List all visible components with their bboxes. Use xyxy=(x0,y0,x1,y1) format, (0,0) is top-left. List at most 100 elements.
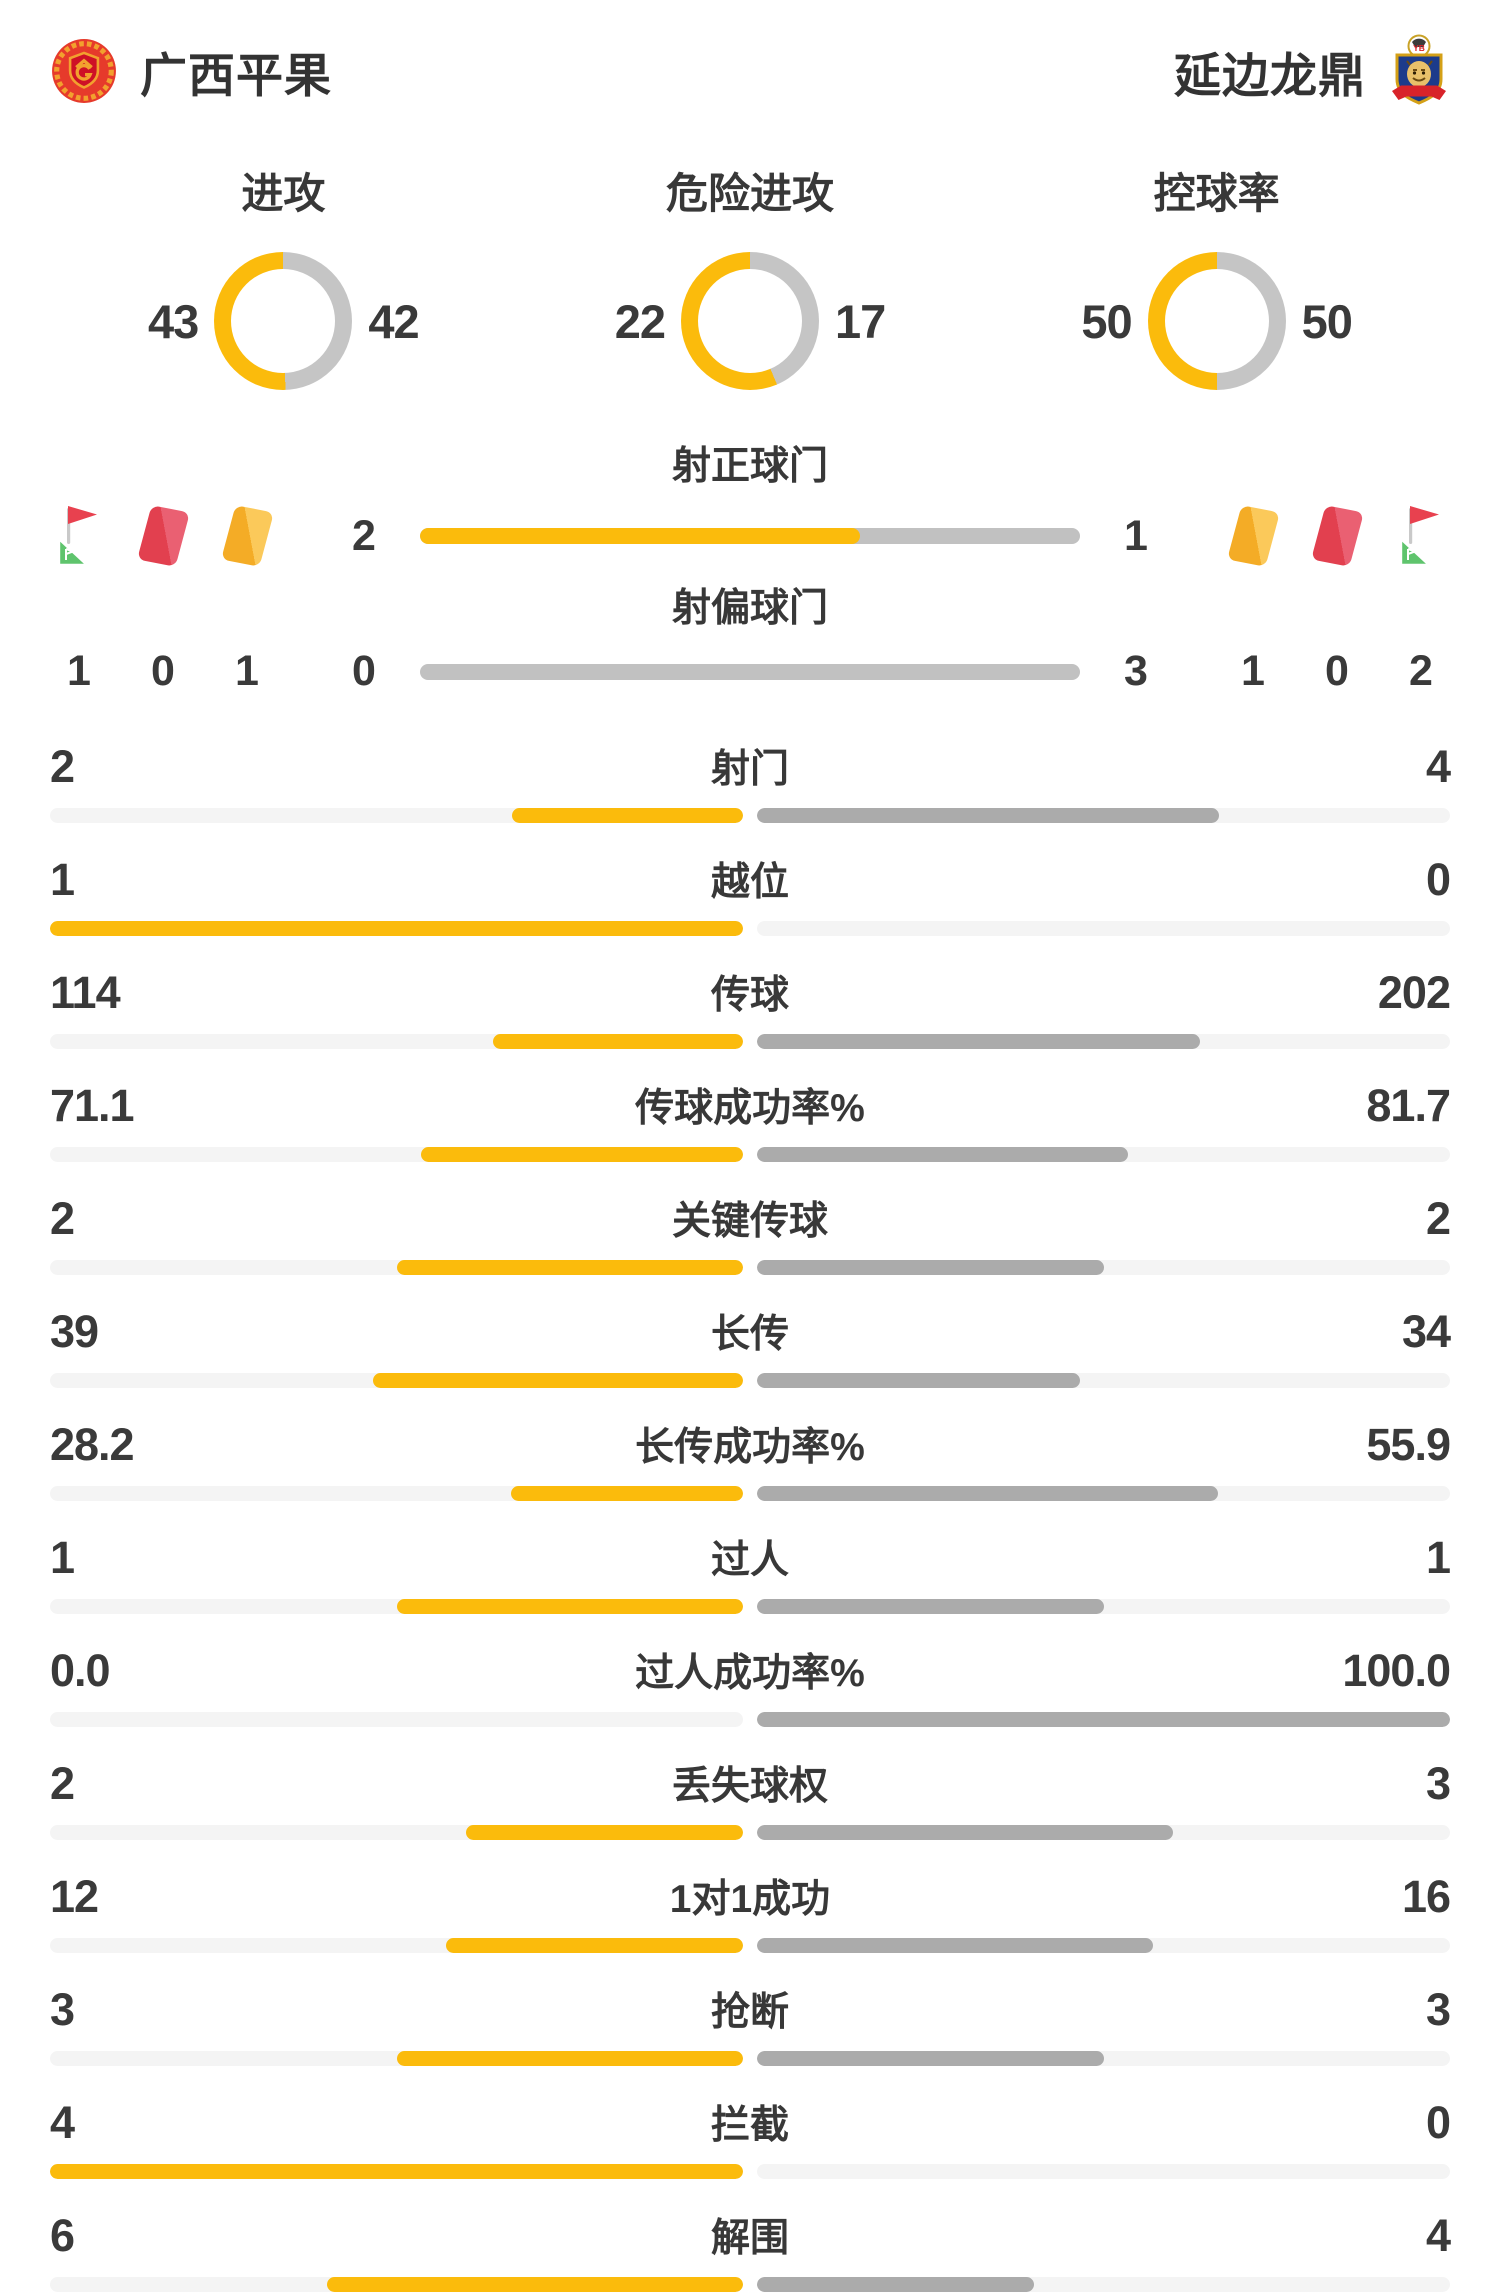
stat-bar-away xyxy=(757,1486,1450,1501)
stat-bar-home xyxy=(50,1147,743,1162)
stat-away-value: 4 xyxy=(1425,741,1451,792)
possession-title: 控球率 xyxy=(1153,170,1280,217)
stat-away-value: 0 xyxy=(1425,854,1451,905)
attacks-title: 进攻 xyxy=(241,170,326,217)
home-team-badge-icon xyxy=(50,37,118,105)
stat-away-value: 1 xyxy=(1425,1532,1451,1583)
shots-off-target-bar xyxy=(420,663,1080,680)
dangerous-attacks-donut-chart xyxy=(681,252,819,390)
stat-away-value: 3 xyxy=(1425,1984,1451,2035)
stat-bar-away xyxy=(757,1938,1450,1953)
stat-away-value: 3 xyxy=(1425,1758,1451,1809)
stat-row: 2 丢失球权 3 xyxy=(50,1755,1451,1840)
shots-on-target-home-value: 2 xyxy=(352,511,376,560)
match-stats-page: 广西平果 延边龙鼎 YB 进攻 43 xyxy=(50,0,1451,2292)
stat-label: 传球成功率% xyxy=(635,1087,865,1130)
stat-bar-away xyxy=(757,921,1450,936)
stat-bar-away xyxy=(757,1599,1450,1614)
stat-row: 1 越位 0 xyxy=(50,851,1451,936)
stat-away-value: 34 xyxy=(1401,1306,1451,1357)
stat-row: 2 射门 4 xyxy=(50,738,1451,823)
corner-flag-icon xyxy=(1392,505,1450,567)
stat-home-value: 4 xyxy=(50,2097,75,2148)
stats-list: 2 射门 4 1 越位 0 114 传球 xyxy=(50,738,1451,2292)
home-discipline-icons xyxy=(50,505,308,567)
stat-away-value: 81.7 xyxy=(1366,1080,1451,1131)
stat-away-value: 55.9 xyxy=(1366,1419,1451,1470)
yellow-card-icon xyxy=(218,505,276,567)
home-team-name: 广西平果 xyxy=(140,48,332,102)
attacks-donut-chart xyxy=(214,252,353,390)
stat-home-value: 1 xyxy=(50,854,75,905)
home-corner-count: 1 xyxy=(67,647,91,695)
stat-home-value: 6 xyxy=(50,2210,75,2261)
possession-home-value: 50 xyxy=(1081,294,1132,348)
stat-label: 1对1成功 xyxy=(669,1878,831,1921)
stat-bar-home xyxy=(50,2277,743,2292)
attacks-home-value: 43 xyxy=(148,294,199,348)
stat-label: 过人 xyxy=(710,1539,789,1582)
stat-label: 解围 xyxy=(710,2217,789,2260)
stat-bar-home xyxy=(50,1260,743,1275)
stat-row: 114 传球 202 xyxy=(50,964,1451,1049)
away-team: 延边龙鼎 YB xyxy=(1174,34,1450,108)
away-red-card-count: 0 xyxy=(1325,647,1349,695)
stat-label: 射门 xyxy=(710,748,789,791)
svg-text:YB: YB xyxy=(1413,43,1425,53)
dangerous-attacks-home-value: 22 xyxy=(614,294,666,348)
stat-row: 4 拦截 0 xyxy=(50,2094,1451,2179)
stat-row: 12 1对1成功 16 xyxy=(50,1868,1451,1953)
possession-donut-chart xyxy=(1147,252,1286,390)
stat-home-value: 114 xyxy=(50,967,121,1018)
red-card-icon xyxy=(134,505,192,567)
stat-bar-home xyxy=(50,1599,743,1614)
stat-label: 抢断 xyxy=(710,1991,789,2034)
attacks-away-value: 42 xyxy=(368,294,419,348)
stat-bar-home xyxy=(50,1034,743,1049)
stat-away-value: 2 xyxy=(1425,1193,1451,1244)
overview-charts: 进攻 43 42 危险进攻 22 17 控球率 50 50 xyxy=(50,160,1450,391)
stat-away-value: 100.0 xyxy=(1342,1645,1451,1696)
dangerous-attacks-away-value: 17 xyxy=(835,294,886,348)
away-team-name: 延边龙鼎 xyxy=(1174,48,1366,102)
shots-on-target-bar xyxy=(420,528,1080,544)
home-discipline-counts: 1 0 1 xyxy=(50,647,308,696)
shots-off-target-row: 1 0 1 0 3 1 0 2 xyxy=(50,647,1450,696)
stat-label: 长传成功率% xyxy=(635,1426,865,1469)
shots-on-target-row: 2 1 xyxy=(50,505,1450,567)
stat-label: 传球 xyxy=(710,974,789,1017)
stat-label: 长传 xyxy=(710,1313,789,1356)
stat-row: 3 抢断 3 xyxy=(50,1981,1451,2066)
stat-label: 丢失球权 xyxy=(671,1765,828,1808)
header: 广西平果 延边龙鼎 YB xyxy=(50,0,1450,108)
shots-off-target-home-value: 0 xyxy=(352,647,376,695)
stat-home-value: 3 xyxy=(50,1984,75,2035)
stat-row: 28.2 长传成功率% 55.9 xyxy=(50,1416,1451,1501)
stat-home-value: 12 xyxy=(50,1871,99,1922)
dangerous-attacks-title: 危险进攻 xyxy=(666,170,835,217)
shots-section: 射正球门 2 1 xyxy=(50,435,1450,696)
shots-off-target-title: 射偏球门 xyxy=(671,587,828,630)
shots-on-target-away-value: 1 xyxy=(1124,511,1148,560)
possession-away-value: 50 xyxy=(1301,294,1353,348)
stat-away-value: 0 xyxy=(1425,2097,1451,2148)
stat-away-value: 202 xyxy=(1377,967,1451,1018)
away-corner-count: 2 xyxy=(1409,647,1433,695)
stat-bar-away xyxy=(757,2051,1450,2066)
home-team: 广西平果 xyxy=(50,37,332,106)
stat-home-value: 1 xyxy=(50,1532,75,1583)
stat-bar-home xyxy=(50,1712,743,1727)
stat-home-value: 28.2 xyxy=(50,1419,135,1470)
stat-bar-away xyxy=(757,2164,1450,2179)
away-team-badge-icon: YB xyxy=(1388,34,1450,108)
stat-row: 6 解围 4 xyxy=(50,2207,1451,2292)
home-red-card-count: 0 xyxy=(151,647,175,695)
stat-bar-away xyxy=(757,1034,1450,1049)
stat-label: 关键传球 xyxy=(671,1200,828,1243)
away-discipline-counts: 1 0 2 xyxy=(1192,647,1450,696)
stat-bar-away xyxy=(757,1712,1450,1727)
donut-col-attacks: 进攻 43 42 xyxy=(50,160,517,391)
red-card-icon xyxy=(1308,505,1366,567)
stat-bar-home xyxy=(50,921,743,936)
stat-row: 0.0 过人成功率% 100.0 xyxy=(50,1642,1451,1727)
